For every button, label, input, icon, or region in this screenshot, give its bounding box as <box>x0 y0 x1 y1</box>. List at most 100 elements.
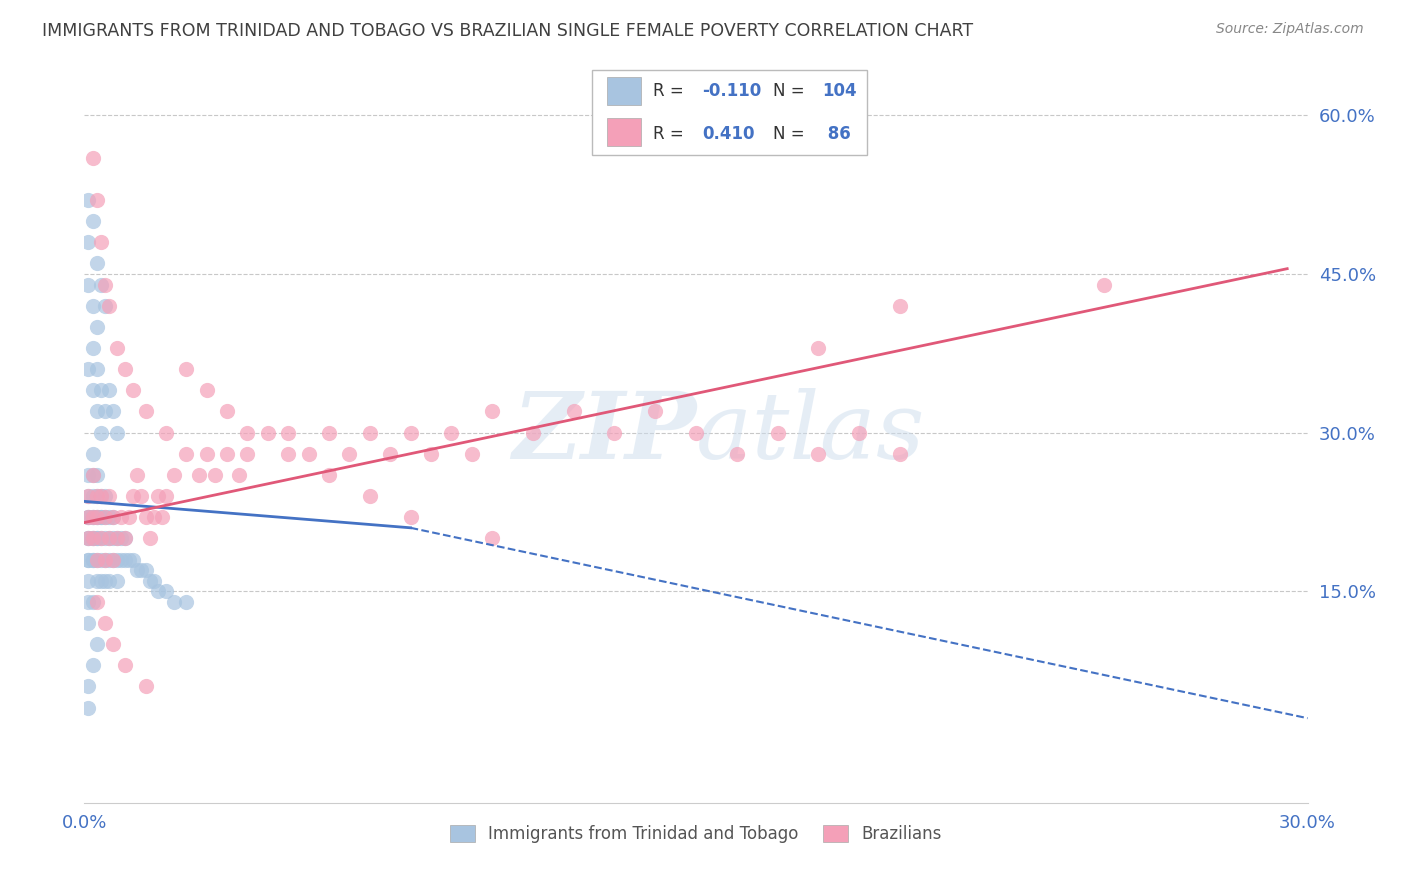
Text: ZIP: ZIP <box>512 388 696 477</box>
Point <box>135 404 157 418</box>
Text: Source: ZipAtlas.com: Source: ZipAtlas.com <box>1216 22 1364 37</box>
Point <box>82 595 104 609</box>
Point <box>77 510 100 524</box>
Text: R =: R = <box>654 125 689 143</box>
Point <box>90 235 112 250</box>
Point <box>163 595 186 609</box>
Point <box>86 552 108 566</box>
Point <box>1092 277 1115 292</box>
Point <box>644 404 666 418</box>
Point <box>105 532 128 546</box>
Point <box>277 447 299 461</box>
Point <box>82 214 104 228</box>
Point <box>86 467 108 482</box>
Point <box>257 425 280 440</box>
Point <box>90 552 112 566</box>
Point <box>86 532 108 546</box>
Point <box>399 510 422 524</box>
Text: -0.110: -0.110 <box>702 82 761 100</box>
Point <box>90 425 112 440</box>
Point <box>93 574 115 588</box>
Bar <box>606 119 641 146</box>
Point <box>77 510 100 524</box>
Text: atlas: atlas <box>696 388 925 477</box>
Point <box>122 384 145 398</box>
Point <box>114 362 136 376</box>
Point <box>101 637 124 651</box>
Point <box>86 510 108 524</box>
Point <box>90 277 112 292</box>
Point <box>77 532 100 546</box>
Point <box>82 151 104 165</box>
Point <box>77 235 100 250</box>
Point <box>77 680 100 694</box>
Point <box>77 574 100 588</box>
Point <box>766 425 789 440</box>
Point <box>359 425 381 440</box>
Point <box>318 467 340 482</box>
Point <box>90 532 112 546</box>
Point <box>399 425 422 440</box>
Point <box>146 489 169 503</box>
Point <box>339 447 361 461</box>
Point <box>155 425 177 440</box>
Point <box>228 467 250 482</box>
Point <box>236 447 259 461</box>
Point <box>105 574 128 588</box>
Point <box>86 489 108 503</box>
Point <box>131 563 153 577</box>
Point <box>204 467 226 482</box>
Point <box>90 384 112 398</box>
Point <box>82 658 104 673</box>
Point <box>380 447 402 461</box>
Point <box>138 574 160 588</box>
Point <box>93 552 115 566</box>
Point <box>114 532 136 546</box>
Legend: Immigrants from Trinidad and Tobago, Brazilians: Immigrants from Trinidad and Tobago, Bra… <box>443 819 949 850</box>
Point <box>82 489 104 503</box>
Point <box>86 193 108 207</box>
Point <box>150 510 173 524</box>
Point <box>440 425 463 440</box>
Point <box>82 552 104 566</box>
Text: 0.410: 0.410 <box>702 125 755 143</box>
Point <box>93 277 115 292</box>
Point <box>122 552 145 566</box>
Point <box>101 552 124 566</box>
Point <box>105 425 128 440</box>
Point <box>82 384 104 398</box>
Point <box>138 532 160 546</box>
Point <box>77 362 100 376</box>
Point <box>82 510 104 524</box>
Point <box>77 277 100 292</box>
Point <box>93 552 115 566</box>
Point <box>97 384 120 398</box>
Point <box>77 552 100 566</box>
Point <box>217 404 239 418</box>
Point <box>93 404 115 418</box>
Point <box>195 447 218 461</box>
Point <box>82 447 104 461</box>
Point <box>77 532 100 546</box>
Point <box>807 341 830 355</box>
Point <box>86 404 108 418</box>
Point <box>82 532 104 546</box>
Point <box>236 425 259 440</box>
Point <box>86 637 108 651</box>
Point <box>277 425 299 440</box>
Point <box>97 532 120 546</box>
Point <box>101 510 124 524</box>
Point <box>82 552 104 566</box>
Point <box>97 510 120 524</box>
Point <box>90 510 112 524</box>
Point <box>101 532 124 546</box>
Point <box>725 447 748 461</box>
Point <box>522 425 544 440</box>
Point <box>101 404 124 418</box>
Point <box>82 467 104 482</box>
Point <box>174 595 197 609</box>
Point <box>155 489 177 503</box>
Point <box>318 425 340 440</box>
Point <box>82 532 104 546</box>
Text: N =: N = <box>773 82 810 100</box>
